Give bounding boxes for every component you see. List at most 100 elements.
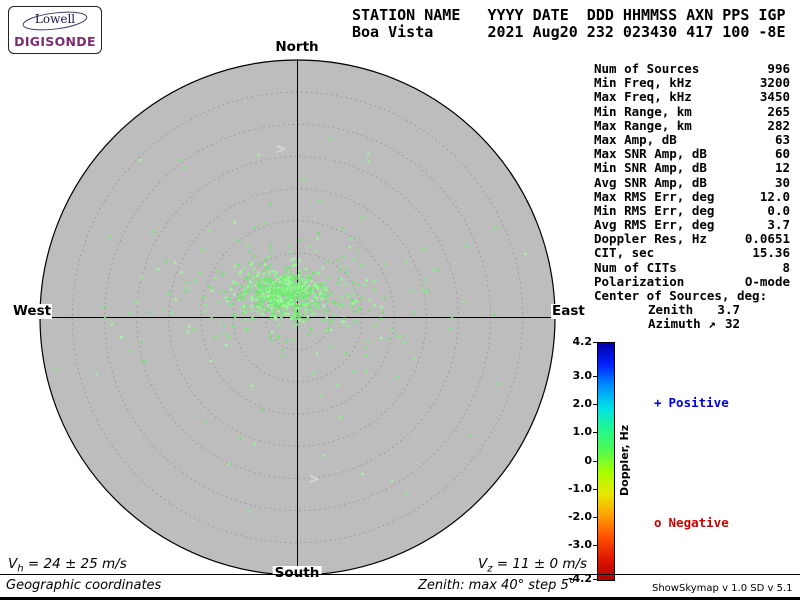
source-point xyxy=(303,287,307,290)
source-point xyxy=(284,299,288,302)
source-point xyxy=(293,313,296,316)
source-point xyxy=(261,305,264,309)
source-point xyxy=(282,302,285,306)
source-point xyxy=(336,281,340,285)
source-point xyxy=(250,298,253,302)
source-point xyxy=(241,306,244,309)
source-point xyxy=(267,317,271,321)
stat-value: 996 xyxy=(767,61,790,76)
source-point xyxy=(303,295,306,298)
source-point xyxy=(259,263,262,266)
source-point xyxy=(297,287,300,290)
colorbar-tick-mark xyxy=(593,375,597,377)
source-point xyxy=(347,324,350,328)
source-point xyxy=(405,261,408,264)
source-point xyxy=(316,286,319,289)
source-point xyxy=(246,290,250,293)
source-point xyxy=(263,290,266,294)
coordinate-system-label: Geographic coordinates xyxy=(6,578,162,593)
stat-label: Num of CITs xyxy=(594,259,677,275)
source-point xyxy=(360,264,364,267)
source-point xyxy=(290,293,294,297)
source-point xyxy=(330,329,333,332)
source-point xyxy=(278,293,281,296)
stat-value: 63 xyxy=(774,131,790,147)
source-point xyxy=(194,279,197,282)
source-point xyxy=(462,300,465,304)
source-point xyxy=(327,260,330,264)
source-point xyxy=(312,371,316,375)
source-point xyxy=(305,298,308,301)
source-point xyxy=(305,294,308,297)
source-point xyxy=(273,270,276,274)
source-point xyxy=(273,315,276,318)
source-point xyxy=(249,295,253,298)
source-point xyxy=(256,295,259,298)
source-point xyxy=(251,296,254,300)
source-point xyxy=(326,309,329,312)
source-point xyxy=(325,316,328,319)
source-point xyxy=(268,334,272,338)
source-point xyxy=(273,287,276,290)
source-point xyxy=(269,244,273,247)
source-point xyxy=(294,277,297,281)
source-point xyxy=(281,289,284,293)
source-point xyxy=(276,274,280,278)
stat-label: Max Range, km xyxy=(594,117,692,133)
source-point xyxy=(367,152,370,156)
source-point xyxy=(315,300,318,304)
source-point xyxy=(497,382,500,386)
source-point xyxy=(257,287,260,290)
source-point xyxy=(333,301,337,304)
source-point xyxy=(259,284,263,288)
source-point xyxy=(223,324,226,327)
source-point xyxy=(350,303,353,306)
source-point xyxy=(257,153,260,156)
source-point xyxy=(301,303,305,307)
source-point xyxy=(328,321,332,324)
source-point xyxy=(332,313,335,317)
source-point xyxy=(306,286,310,290)
source-point xyxy=(297,315,300,318)
source-point xyxy=(396,375,400,379)
stat-row: Min Freq, kHz 3200 xyxy=(588,75,790,90)
source-point xyxy=(264,258,267,262)
source-point xyxy=(282,291,285,294)
source-point xyxy=(285,302,288,306)
source-point xyxy=(281,348,284,351)
source-point xyxy=(294,281,298,284)
source-point xyxy=(243,290,246,293)
source-point xyxy=(293,304,296,308)
source-point xyxy=(340,296,343,300)
footer-divider xyxy=(0,574,800,575)
source-point xyxy=(271,294,275,298)
source-point xyxy=(323,292,326,295)
source-point xyxy=(277,288,280,292)
stat-value: 0.0 xyxy=(767,202,790,218)
source-point xyxy=(296,307,300,310)
source-point xyxy=(524,252,527,256)
direction-label-south: South xyxy=(272,565,322,581)
source-point xyxy=(304,311,308,315)
source-point xyxy=(140,276,144,279)
source-point xyxy=(494,226,497,230)
source-point xyxy=(325,286,328,289)
source-point xyxy=(210,360,213,363)
source-point xyxy=(268,290,272,293)
source-point xyxy=(270,301,273,304)
source-point xyxy=(373,279,376,283)
source-point xyxy=(249,263,253,267)
source-point xyxy=(280,297,283,300)
source-point xyxy=(272,290,275,293)
source-point xyxy=(320,292,323,295)
source-point xyxy=(257,281,260,285)
source-point xyxy=(261,292,265,295)
source-point xyxy=(343,317,346,320)
stat-value: 265 xyxy=(767,103,790,119)
colorbar-tick-label: 3.0 xyxy=(572,368,593,382)
source-point xyxy=(248,287,251,290)
source-point xyxy=(316,304,319,307)
source-point xyxy=(352,281,355,284)
source-point xyxy=(292,298,295,302)
source-point xyxy=(291,338,295,341)
